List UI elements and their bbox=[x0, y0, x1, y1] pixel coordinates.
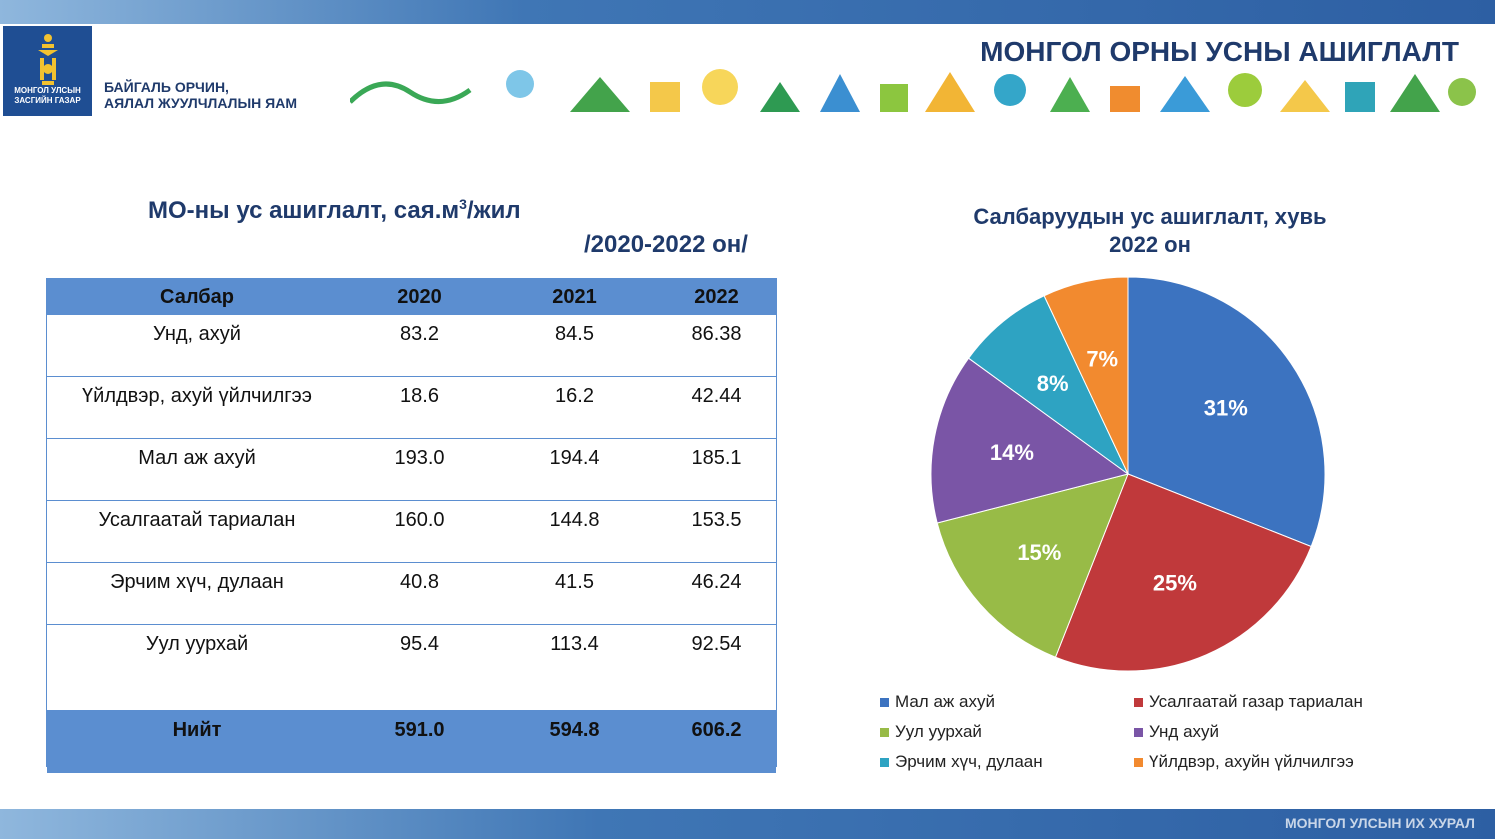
table-cell: 86.38 bbox=[657, 315, 776, 377]
table-total-row: Нийт 591.0 594.8 606.2 bbox=[47, 710, 776, 773]
row-label: Үйлдвэр, ахуй үйлчилгээ bbox=[47, 376, 347, 439]
legend-swatch bbox=[1134, 697, 1143, 707]
legend-label: Үйлдвэр, ахуйн үйлчилгээ bbox=[1149, 752, 1354, 771]
table-cell: 40.8 bbox=[347, 562, 492, 625]
total-cell: 606.2 bbox=[657, 710, 776, 773]
legend-item: Усалгаатай газар тариалан bbox=[1134, 692, 1363, 712]
table-title-sup: 3 bbox=[459, 196, 467, 212]
pie-data-label: 31% bbox=[1204, 396, 1248, 421]
legend-item: Үйлдвэр, ахуйн үйлчилгээ bbox=[1134, 752, 1354, 772]
header-cell: 2022 bbox=[657, 279, 776, 315]
table-row: Үйлдвэр, ахуй үйлчилгээ 18.6 16.2 42.44 bbox=[47, 376, 776, 439]
ministry-line-2: АЯЛАЛ ЖУУЛЧЛАЛЫН ЯАМ bbox=[104, 95, 298, 111]
row-label: Унд, ахуй bbox=[47, 315, 347, 377]
logo-line-2: ЗАСГИЙН ГАЗАР bbox=[14, 96, 81, 105]
pie-chart-title: Салбаруудын ус ашиглалт, хувь 2022 он bbox=[930, 203, 1370, 259]
total-cell: 594.8 bbox=[492, 710, 657, 773]
legend-swatch bbox=[1134, 757, 1143, 767]
total-cell: 591.0 bbox=[347, 710, 492, 773]
table-cell: 185.1 bbox=[657, 438, 776, 501]
row-label: Усалгаатай тариалан bbox=[47, 500, 347, 563]
header-cell: 2020 bbox=[347, 279, 492, 315]
ministry-line-1: БАЙГАЛЬ ОРЧИН, bbox=[104, 79, 229, 95]
table-header-row: Салбар 2020 2021 2022 bbox=[47, 279, 776, 315]
table-cell: 42.44 bbox=[657, 376, 776, 439]
table-row: Эрчим хүч, дулаан 40.8 41.5 46.24 bbox=[47, 562, 776, 625]
footer-text: МОНГОЛ УЛСЫН ИХ ХУРАЛ bbox=[1284, 815, 1475, 831]
table-row: Усалгаатай тариалан 160.0 144.8 153.5 bbox=[47, 500, 776, 563]
table-cell: 144.8 bbox=[492, 500, 657, 563]
pie-chart: 31% 25% 15% 14% 8% 7% bbox=[930, 276, 1326, 672]
table-cell: 83.2 bbox=[347, 315, 492, 377]
table-row: Мал аж ахуй 193.0 194.4 185.1 bbox=[47, 438, 776, 501]
table-cell: 84.5 bbox=[492, 315, 657, 377]
pie-slice bbox=[1043, 276, 1129, 475]
legend-label: Уул уурхай bbox=[895, 722, 982, 741]
header-cell: Салбар bbox=[47, 279, 347, 315]
legend-swatch bbox=[880, 727, 889, 737]
table-cell: 160.0 bbox=[347, 500, 492, 563]
government-logo: МОНГОЛ УЛСЫН ЗАСГИЙН ГАЗАР bbox=[3, 26, 92, 116]
table-cell: 18.6 bbox=[347, 376, 492, 439]
pie-slice bbox=[930, 357, 1130, 524]
pie-slice bbox=[936, 473, 1129, 658]
pie-subtitle-line: 2022 он bbox=[1109, 232, 1191, 257]
legend-swatch bbox=[1134, 727, 1143, 737]
page-title: МОНГОЛ ОРНЫ УСНЫ АШИГЛАЛТ bbox=[980, 36, 1459, 67]
table-cell: 16.2 bbox=[492, 376, 657, 439]
top-bar bbox=[0, 0, 1495, 24]
legend-item: Мал аж ахуй bbox=[880, 692, 995, 712]
row-label: Мал аж ахуй bbox=[47, 438, 347, 501]
table-cell: 113.4 bbox=[492, 624, 657, 711]
table-cell: 193.0 bbox=[347, 438, 492, 501]
table-subtitle: /2020-2022 он/ bbox=[584, 231, 748, 258]
table-cell: 92.54 bbox=[657, 624, 776, 711]
table-title: МО-ны ус ашиглалт, сая.м3/жил bbox=[148, 196, 521, 225]
table-cell: 46.24 bbox=[657, 562, 776, 625]
pie-data-label: 25% bbox=[1153, 570, 1197, 595]
bottom-bar: МОНГОЛ УЛСЫН ИХ ХУРАЛ bbox=[0, 809, 1495, 839]
decorative-landscape-pattern bbox=[350, 69, 1476, 112]
legend-label: Мал аж ахуй bbox=[895, 692, 995, 711]
row-label: Уул уурхай bbox=[47, 624, 347, 711]
soyombo-emblem-icon bbox=[38, 34, 58, 85]
pie-slice bbox=[1127, 276, 1326, 548]
table-cell: 194.4 bbox=[492, 438, 657, 501]
legend-swatch bbox=[880, 697, 889, 707]
legend-item: Уул уурхай bbox=[880, 722, 982, 742]
logo-text: МОНГОЛ УЛСЫН ЗАСГИЙН ГАЗАР bbox=[3, 86, 92, 106]
legend-swatch bbox=[880, 757, 889, 767]
pie-title-line: Салбаруудын ус ашиглалт, хувь bbox=[973, 204, 1327, 229]
pie-slice bbox=[1054, 473, 1312, 672]
table-cell: 95.4 bbox=[347, 624, 492, 711]
total-label: Нийт bbox=[47, 710, 347, 773]
logo-line-1: МОНГОЛ УЛСЫН bbox=[14, 86, 81, 95]
row-label: Эрчим хүч, дулаан bbox=[47, 562, 347, 625]
table-row: Уул уурхай 95.4 113.4 92.54 bbox=[47, 624, 776, 711]
legend-label: Усалгаатай газар тариалан bbox=[1149, 692, 1363, 711]
table-cell: 41.5 bbox=[492, 562, 657, 625]
table-row: Унд, ахуй 83.2 84.5 86.38 bbox=[47, 315, 776, 377]
header-cell: 2021 bbox=[492, 279, 657, 315]
pie-data-label: 14% bbox=[990, 440, 1034, 465]
legend-label: Унд ахуй bbox=[1149, 722, 1220, 741]
pie-data-label: 7% bbox=[1086, 347, 1118, 372]
legend-item: Унд ахуй bbox=[1134, 722, 1219, 742]
legend-item: Эрчим хүч, дулаан bbox=[880, 752, 1043, 772]
table-title-tail: /жил bbox=[466, 197, 521, 224]
table-title-main: МО-ны ус ашиглалт, сая.м bbox=[148, 197, 460, 224]
pie-data-label: 8% bbox=[1037, 371, 1069, 396]
pie-slice bbox=[967, 295, 1129, 475]
table-cell: 153.5 bbox=[657, 500, 776, 563]
ministry-name: БАЙГАЛЬ ОРЧИН, АЯЛАЛ ЖУУЛЧЛАЛЫН ЯАМ bbox=[104, 79, 297, 111]
water-use-table: Салбар 2020 2021 2022 Унд, ахуй 83.2 84.… bbox=[47, 279, 776, 773]
legend-label: Эрчим хүч, дулаан bbox=[895, 752, 1043, 771]
pie-data-label: 15% bbox=[1017, 540, 1061, 565]
